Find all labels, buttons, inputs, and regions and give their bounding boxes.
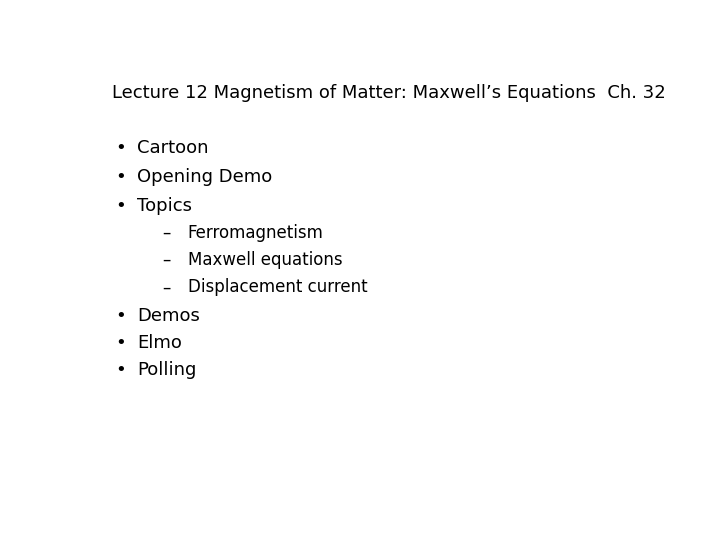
- Text: •: •: [115, 197, 126, 215]
- Text: Ferromagnetism: Ferromagnetism: [188, 224, 323, 242]
- Text: •: •: [115, 307, 126, 326]
- Text: –: –: [163, 251, 171, 269]
- Text: –: –: [163, 278, 171, 296]
- Text: Demos: Demos: [138, 307, 200, 326]
- Text: •: •: [115, 168, 126, 186]
- Text: Displacement current: Displacement current: [188, 278, 367, 296]
- Text: •: •: [115, 334, 126, 353]
- Text: –: –: [163, 224, 171, 242]
- Text: •: •: [115, 139, 126, 157]
- Text: Cartoon: Cartoon: [138, 139, 209, 157]
- Text: Polling: Polling: [138, 361, 197, 380]
- Text: Topics: Topics: [138, 197, 192, 215]
- Text: Maxwell equations: Maxwell equations: [188, 251, 342, 269]
- Text: Lecture 12 Magnetism of Matter: Maxwell’s Equations  Ch. 32: Lecture 12 Magnetism of Matter: Maxwell’…: [112, 84, 666, 102]
- Text: Elmo: Elmo: [138, 334, 182, 353]
- Text: •: •: [115, 361, 126, 380]
- Text: Opening Demo: Opening Demo: [138, 168, 273, 186]
